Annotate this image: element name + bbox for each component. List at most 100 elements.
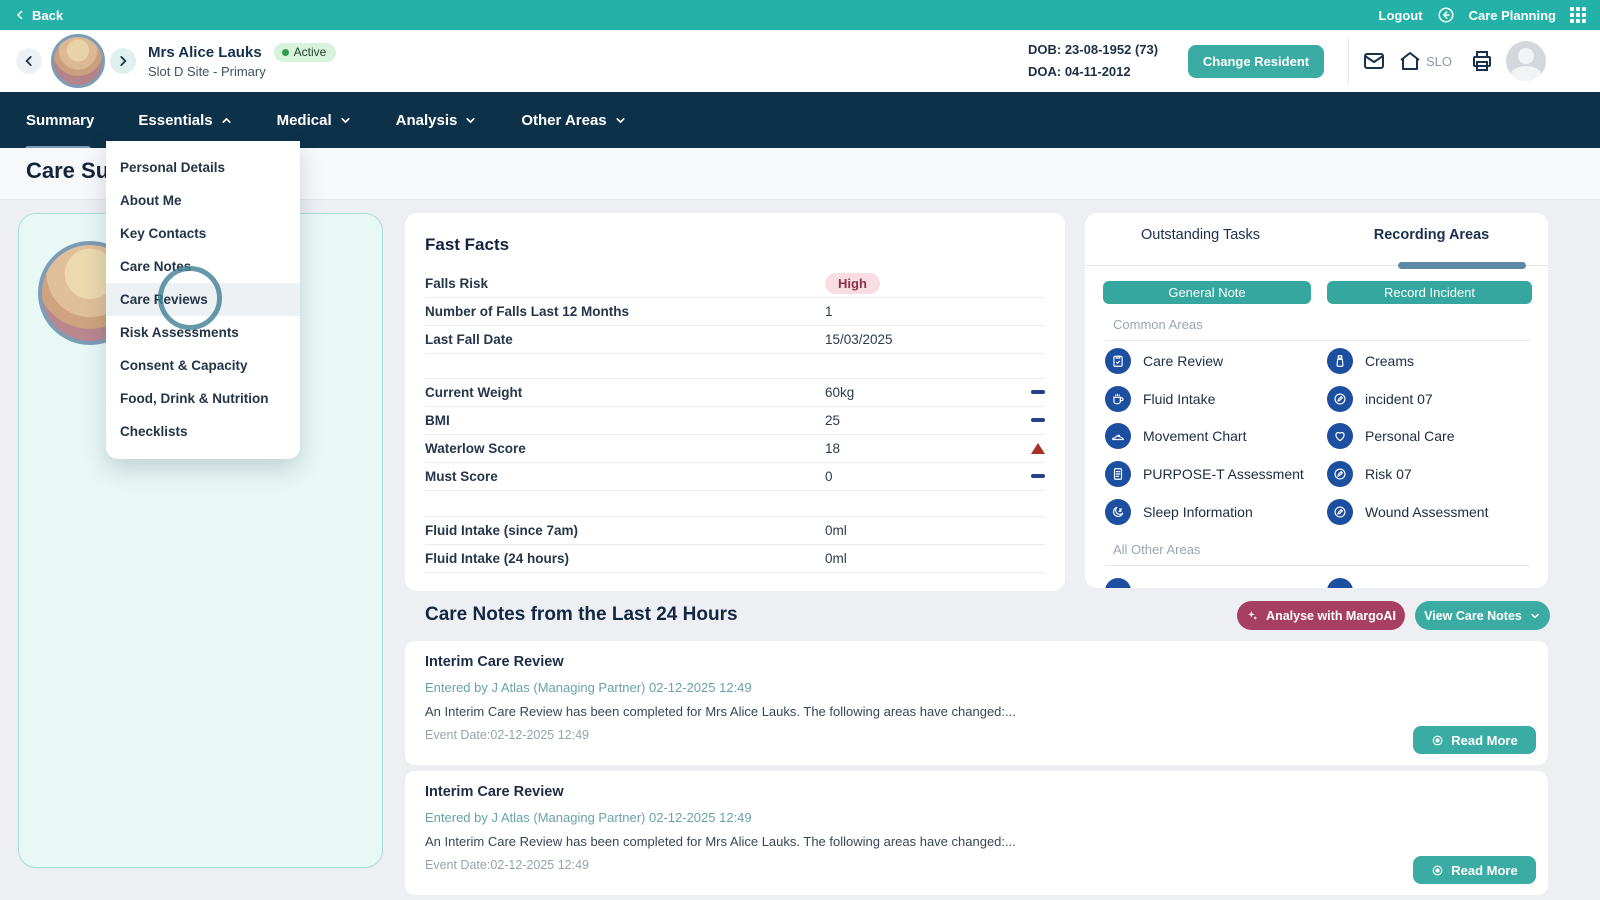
next-resident-button[interactable] xyxy=(110,48,136,74)
care-planning-screen: Back Logout Care Planning Mrs Alice Lauk… xyxy=(0,0,1600,900)
fact-row-last-fall: Last Fall Date 15/03/2025 xyxy=(425,325,1045,353)
sparkles-icon xyxy=(1246,609,1259,622)
note-body: An Interim Care Review has been complete… xyxy=(425,704,1016,719)
tab-analysis[interactable]: Analysis xyxy=(396,112,478,129)
recording-item-incident-07[interactable]: incident 07 xyxy=(1327,386,1433,412)
pencil-circle-icon xyxy=(1327,386,1353,412)
analyse-with-margoai-button[interactable]: Analyse with MargoAI xyxy=(1237,601,1405,630)
resident-doa: DOA: 04-11-2012 xyxy=(1028,61,1158,83)
mail-icon[interactable] xyxy=(1362,49,1386,78)
care-notes-heading: Care Notes from the Last 24 Hours xyxy=(425,604,738,626)
trend-flat-icon xyxy=(1031,418,1045,422)
tab-outstanding-tasks[interactable]: Outstanding Tasks xyxy=(1085,227,1316,243)
chevron-down-icon xyxy=(614,114,627,127)
recording-item-wound-assessment[interactable]: Wound Assessment xyxy=(1327,499,1488,525)
menu-item-personal-details[interactable]: Personal Details xyxy=(106,151,300,184)
note-entered-by: Entered by J Atlas (Managing Partner) 02… xyxy=(425,680,752,695)
menu-item-risk-assessments[interactable]: Risk Assessments xyxy=(106,316,300,349)
general-note-button[interactable]: General Note xyxy=(1103,281,1311,304)
trend-flat-icon xyxy=(1031,474,1045,478)
heart-icon xyxy=(1327,423,1353,449)
clipboard-check-icon xyxy=(1105,348,1131,374)
recording-item-purpose-t[interactable]: PURPOSE-T Assessment xyxy=(1105,461,1304,487)
care-note-card: Interim Care Review Entered by J Atlas (… xyxy=(405,641,1548,765)
resident-dob: DOB: 23-08-1952 (73) xyxy=(1028,39,1158,61)
fast-facts-title: Fast Facts xyxy=(425,235,509,255)
recording-item-movement-chart[interactable]: Movement Chart xyxy=(1105,423,1246,449)
status-badge: Active xyxy=(274,43,337,62)
tab-medical[interactable]: Medical xyxy=(277,112,352,129)
care-note-card: Interim Care Review Entered by J Atlas (… xyxy=(405,771,1548,895)
chevron-up-icon xyxy=(220,114,233,127)
pencil-circle-icon xyxy=(1327,461,1353,487)
recording-areas-card: Outstanding Tasks Recording Areas Genera… xyxy=(1085,213,1548,588)
app-switcher[interactable]: Care Planning xyxy=(1469,8,1556,23)
sleep-moon-icon xyxy=(1105,499,1131,525)
menu-item-key-contacts[interactable]: Key Contacts xyxy=(106,217,300,250)
menu-item-care-notes[interactable]: Care Notes xyxy=(106,250,300,283)
site-code-label: SLO xyxy=(1426,54,1452,69)
status-dot-icon xyxy=(282,49,289,56)
document-icon xyxy=(1105,461,1131,487)
fact-row-falls-risk: Falls Risk High xyxy=(425,269,1045,297)
change-resident-button[interactable]: Change Resident xyxy=(1188,45,1324,78)
common-areas-label: Common Areas xyxy=(1113,317,1203,332)
recording-item-risk-07[interactable]: Risk 07 xyxy=(1327,461,1412,487)
recording-item-fluid-intake[interactable]: Fluid Intake xyxy=(1105,386,1215,412)
logout-button[interactable]: Logout xyxy=(1379,8,1423,23)
pencil-circle-icon xyxy=(1327,499,1353,525)
fact-row-must: Must Score 0 xyxy=(425,462,1045,490)
resident-name: Mrs Alice Lauks xyxy=(148,44,262,61)
fact-row-bmi: BMI 25 xyxy=(425,406,1045,434)
tab-other-areas[interactable]: Other Areas xyxy=(521,112,626,129)
eye-icon xyxy=(1431,864,1444,877)
recording-item-creams[interactable]: Creams xyxy=(1327,348,1414,374)
tab-summary[interactable]: Summary xyxy=(26,112,94,129)
menu-item-food-drink-nutrition[interactable]: Food, Drink & Nutrition xyxy=(106,382,300,415)
home-icon[interactable] xyxy=(1398,49,1422,78)
note-read-more-button[interactable]: Read More xyxy=(1413,856,1536,884)
tab-essentials[interactable]: Essentials xyxy=(138,112,232,129)
trend-up-icon xyxy=(1031,443,1045,454)
logout-icon[interactable] xyxy=(1437,6,1455,24)
menu-item-care-reviews[interactable]: Care Reviews xyxy=(106,283,300,316)
resident-site: Slot D Site - Primary xyxy=(148,64,266,79)
resident-dates: DOB: 23-08-1952 (73) DOA: 04-11-2012 xyxy=(1028,39,1158,83)
cup-icon xyxy=(1105,386,1131,412)
recording-item-sleep-information[interactable]: Sleep Information xyxy=(1105,499,1253,525)
chevron-down-icon xyxy=(1529,610,1541,622)
cream-tube-icon xyxy=(1327,348,1353,374)
tab-recording-areas[interactable]: Recording Areas xyxy=(1316,227,1547,243)
fact-row-fluid-avg: Fluid Intake Avg 7 Days 0ml xyxy=(425,585,1045,591)
fact-row-fluid-7am: Fluid Intake (since 7am) 0ml xyxy=(425,516,1045,544)
user-avatar[interactable] xyxy=(1506,41,1546,81)
fact-row-falls-count: Number of Falls Last 12 Months 1 xyxy=(425,297,1045,325)
fact-row-weight: Current Weight 60kg xyxy=(425,378,1045,406)
clipped-item-icon xyxy=(1327,578,1353,588)
avatar-person-icon xyxy=(1518,48,1534,64)
note-read-more-button[interactable]: Read More xyxy=(1413,726,1536,754)
view-care-notes-button[interactable]: View Care Notes xyxy=(1415,601,1550,630)
note-entered-by: Entered by J Atlas (Managing Partner) 02… xyxy=(425,810,752,825)
record-incident-button[interactable]: Record Incident xyxy=(1327,281,1532,304)
menu-item-consent-capacity[interactable]: Consent & Capacity xyxy=(106,349,300,382)
top-bar: Back Logout Care Planning xyxy=(0,0,1600,30)
eye-icon xyxy=(1431,734,1444,747)
previous-resident-button[interactable] xyxy=(16,48,42,74)
shoe-icon xyxy=(1105,423,1131,449)
main-nav: Summary Essentials Medical Analysis Othe… xyxy=(0,92,1600,148)
apps-grid-icon[interactable] xyxy=(1570,7,1586,23)
fact-row-waterlow: Waterlow Score 18 xyxy=(425,434,1045,462)
clipped-item-icon xyxy=(1105,578,1131,588)
menu-item-about-me[interactable]: About Me xyxy=(106,184,300,217)
resident-photo xyxy=(51,34,105,88)
printer-icon[interactable] xyxy=(1470,49,1494,78)
back-button[interactable]: Back xyxy=(14,8,63,23)
recording-item-personal-care[interactable]: Personal Care xyxy=(1327,423,1455,449)
trend-flat-icon xyxy=(1031,390,1045,394)
note-event-date: Event Date:02-12-2025 12:49 xyxy=(425,858,589,872)
essentials-dropdown-menu: Personal Details About Me Key Contacts C… xyxy=(106,141,300,459)
menu-item-checklists[interactable]: Checklists xyxy=(106,415,300,448)
recording-item-care-review[interactable]: Care Review xyxy=(1105,348,1223,374)
chevron-down-icon xyxy=(339,114,352,127)
